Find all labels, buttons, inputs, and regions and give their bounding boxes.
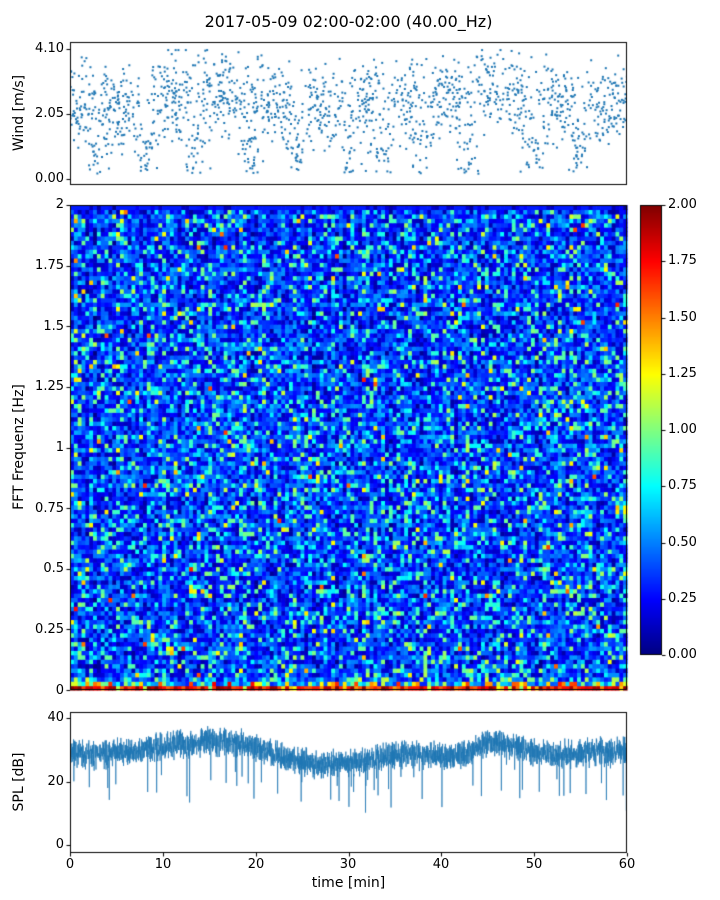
page-title: 2017-05-09 02:00-02:00 (40.00_Hz)	[204, 12, 493, 31]
x-tick-label: 50	[525, 857, 543, 872]
x-tick-label: 40	[432, 857, 450, 872]
colorbar-tick-label: 2.00	[668, 197, 697, 212]
wind-ytick-label: 4.10	[35, 41, 64, 56]
spectrogram-ytick-label: 0.5	[43, 561, 64, 576]
spl-ytick-label: 20	[47, 774, 64, 789]
colorbar-tick-label: 0.00	[668, 647, 697, 662]
colorbar-tick-label: 1.75	[668, 253, 697, 268]
colorbar-tick-label: 0.50	[668, 535, 697, 550]
colorbar-tick-label: 1.00	[668, 422, 697, 437]
spectrogram-ytick-label: 1.75	[35, 258, 64, 273]
colorbar-tick-label: 1.50	[668, 310, 697, 325]
x-tick-label: 30	[339, 857, 357, 872]
spectrogram-ytick-label: 1.5	[43, 319, 64, 334]
spectrogram-ytick-label: 0.25	[35, 622, 64, 637]
spl-ytick-label: 0	[55, 837, 64, 852]
x-axis-label: time [min]	[311, 875, 386, 891]
x-tick-label: 60	[618, 857, 636, 872]
x-tick-label: 10	[154, 857, 172, 872]
colorbar-tick-label: 1.25	[668, 366, 697, 381]
spectrogram-ytick-label: 2	[55, 197, 64, 212]
spectrogram-ytick-label: 1	[55, 440, 64, 455]
colorbar-tick-label: 0.75	[668, 478, 697, 493]
spectrogram-ytick-label: 1.25	[35, 379, 64, 394]
spectrogram-ytick-label: 0.75	[35, 501, 64, 516]
spl-ytick-label: 40	[47, 710, 64, 725]
x-tick-label: 0	[65, 857, 75, 872]
spectrogram-ytick-label: 0	[55, 683, 64, 698]
x-tick-label: 20	[247, 857, 265, 872]
wind-ytick-label: 2.05	[35, 106, 64, 121]
colorbar-tick-label: 0.25	[668, 591, 697, 606]
wind-ytick-label: 0.00	[35, 171, 64, 186]
